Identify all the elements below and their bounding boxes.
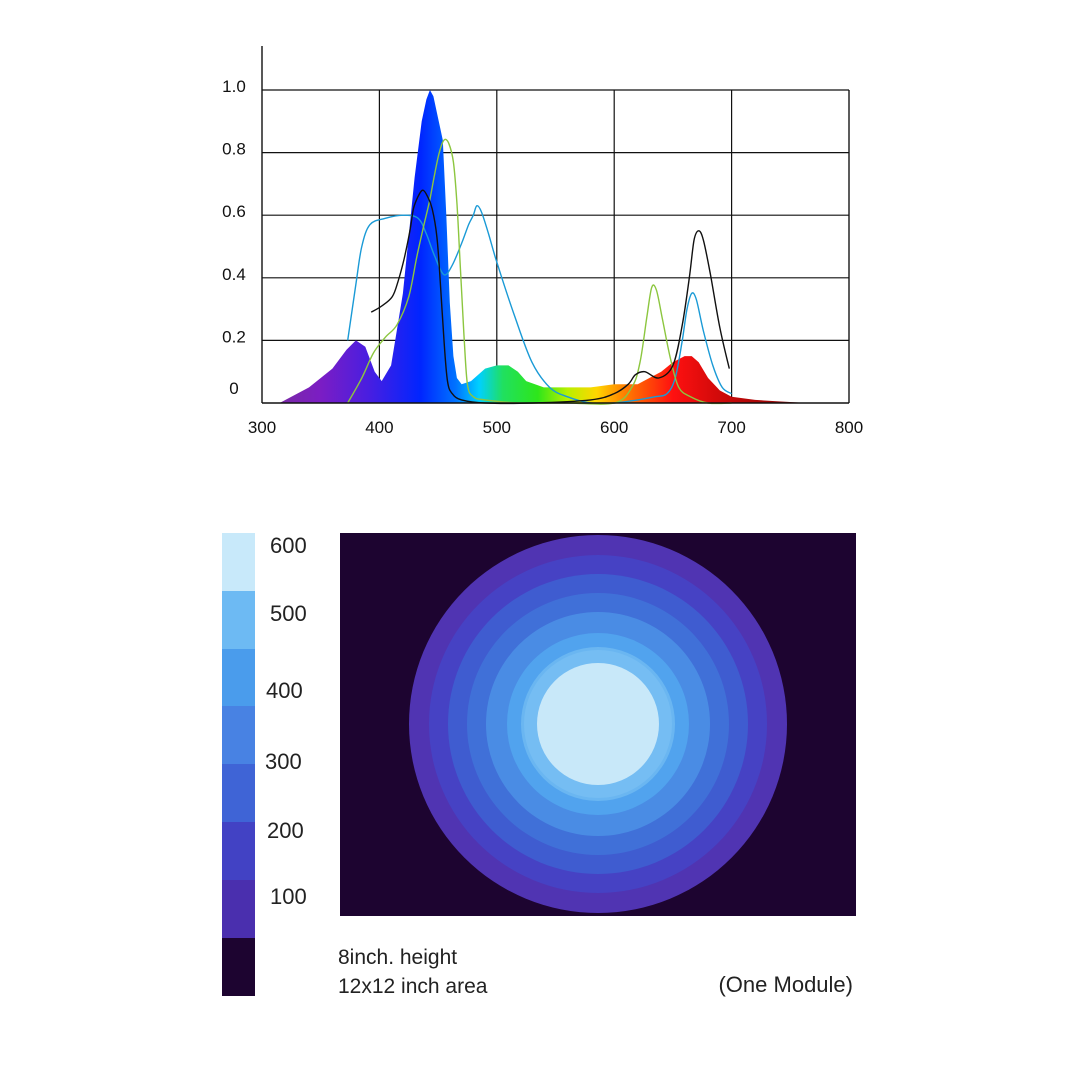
spectrum-fill-area	[279, 90, 808, 403]
legend-swatch	[222, 937, 255, 996]
light-intensity-map	[340, 533, 856, 916]
y-tick-label: 0.2	[222, 327, 246, 346]
x-tick-label: 600	[600, 418, 628, 437]
legend-swatch	[222, 764, 255, 823]
series-line-2	[347, 138, 732, 405]
legend-swatch	[222, 648, 255, 707]
legend-label: 500	[270, 601, 307, 626]
legend-label: 400	[266, 678, 303, 703]
x-tick-labels: 300 400 500 600 700 800	[248, 418, 863, 437]
y-tick-label: 0.6	[222, 202, 246, 221]
legend-swatch	[222, 533, 255, 592]
chart-axes	[261, 46, 850, 404]
x-tick-label: 300	[248, 418, 276, 437]
x-tick-label: 800	[835, 418, 863, 437]
legend-label: 200	[267, 818, 304, 843]
series-line-1	[347, 205, 732, 405]
series-lines	[347, 138, 732, 405]
caption-module: (One Module)	[718, 972, 853, 997]
spectrum-chart: 300 400 500 600 700 800 1.0 0.8 0.6 0.4 0.2 0	[222, 46, 863, 437]
series-line-3	[370, 189, 730, 405]
y-tick-label: 1.0	[222, 77, 246, 96]
caption-height: 8inch. height	[338, 946, 458, 969]
legend-label: 600	[270, 533, 307, 558]
legend-swatch	[222, 822, 255, 881]
intensity-ring	[537, 663, 659, 785]
legend-swatch	[222, 706, 255, 765]
x-tick-label: 700	[717, 418, 745, 437]
y-tick-label: 0	[229, 379, 238, 398]
legend-swatch	[222, 590, 255, 650]
caption-area: 12x12 inch area	[338, 975, 488, 998]
x-tick-label: 400	[365, 418, 393, 437]
y-tick-label: 0.8	[222, 140, 246, 159]
caption-block: 8inch. height 12x12 inch area	[338, 943, 487, 1001]
legend-label: 300	[265, 749, 302, 774]
legend-label: 100	[270, 884, 307, 909]
legend-swatch	[222, 879, 255, 939]
y-tick-labels: 1.0 0.8 0.6 0.4 0.2 0	[222, 77, 246, 398]
x-tick-label: 500	[483, 418, 511, 437]
y-tick-label: 0.4	[222, 265, 246, 284]
